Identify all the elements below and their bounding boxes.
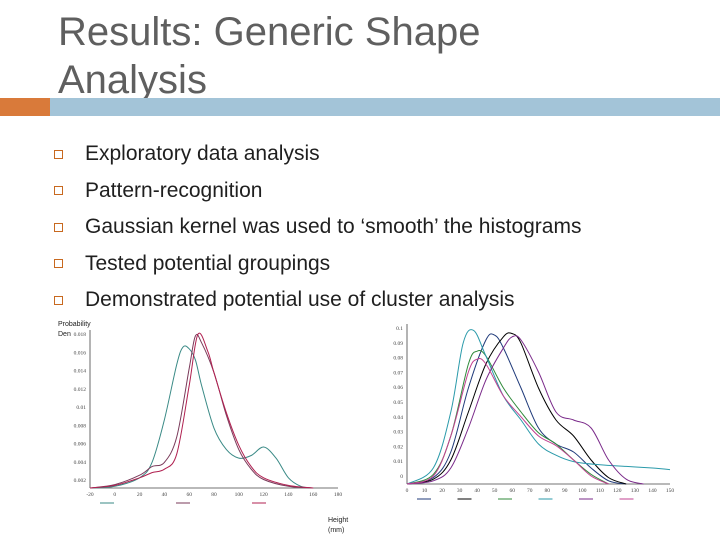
y-tick-label: 0 — [400, 474, 403, 480]
x-tick-label: 20 — [439, 488, 445, 494]
x-axis-label: Height (mm) — [328, 516, 348, 536]
x-tick-label: 140 — [648, 488, 657, 494]
y-tick-label: 0.01 — [393, 459, 403, 465]
y-tick-label: 0.004 — [74, 460, 87, 466]
x-tick-label: 110 — [596, 488, 604, 494]
x-tick-label: 130 — [631, 488, 640, 494]
bullet-item: Pattern-recognition — [50, 173, 581, 210]
bullet-text: Demonstrated potential use of cluster an… — [85, 288, 515, 312]
bullet-square-icon — [54, 259, 63, 269]
density-curve-1 — [406, 333, 627, 485]
bullet-item: Exploratory data analysis — [50, 136, 581, 173]
title-accent-bar-orange — [0, 98, 50, 116]
y-tick-label: 0.008 — [74, 423, 87, 429]
bullet-text: Tested potential groupings — [85, 251, 331, 275]
y-axis-label-line-1: Probability — [58, 321, 91, 328]
x-tick-label: 160 — [309, 492, 318, 498]
y-tick-label: 0.016 — [74, 350, 87, 356]
x-tick-label: -20 — [86, 492, 94, 498]
x-tick-label: 20 — [137, 492, 143, 498]
x-tick-label: 60 — [186, 492, 192, 498]
density-curve-2 — [89, 333, 314, 489]
y-tick-label: 0.09 — [393, 341, 403, 347]
x-tick-label: 140 — [284, 492, 293, 498]
bullet-item: Demonstrated potential use of cluster an… — [50, 282, 581, 319]
y-tick-label: 0.018 — [74, 332, 87, 338]
x-tick-label: 150 — [666, 488, 675, 494]
x-tick-label: 100 — [578, 488, 587, 494]
y-tick-label: 0.014 — [74, 369, 87, 375]
x-tick-label: 0 — [113, 492, 116, 498]
x-axis-label-line-2: (mm) — [328, 527, 345, 534]
density-curve-2 — [406, 332, 627, 485]
bullet-item: Tested potential groupings — [50, 246, 581, 283]
y-axis-label: Probability Den — [58, 320, 91, 340]
y-tick-label: 0.03 — [393, 430, 403, 436]
bullet-item: Gaussian kernel was used to ‘smooth’ the… — [50, 209, 581, 246]
density-plot-right: 0.1 0.09 0.08 0.07 0.06 0.05 0.04 0.03 0.02 0.01 0… — [393, 324, 675, 500]
x-tick-label: 80 — [545, 488, 551, 494]
x-tick-label: 90 — [562, 488, 568, 494]
y-tick-label: 0.05 — [393, 400, 403, 406]
density-curve-5 — [406, 335, 644, 485]
x-tick-label: 120 — [613, 488, 622, 494]
density-curve-6 — [406, 358, 609, 485]
x-tick-label: 60 — [509, 488, 515, 494]
x-tick-label: 10 — [422, 488, 428, 494]
x-tick-label: 30 — [457, 488, 463, 494]
bullet-text: Gaussian kernel was used to ‘smooth’ the… — [85, 215, 582, 239]
bullet-text: Exploratory data analysis — [85, 142, 320, 166]
x-tick-label: 120 — [259, 492, 268, 498]
y-tick-label: 0.08 — [393, 356, 403, 362]
y-tick-label: 0.1 — [396, 326, 403, 332]
x-tick-label: 0 — [406, 488, 409, 494]
y-tick-label: 0.012 — [74, 387, 87, 393]
bullet-list: Exploratory data analysis Pattern-recogn… — [50, 136, 581, 319]
bullet-square-icon — [54, 295, 63, 305]
bullet-text: Pattern-recognition — [85, 178, 263, 202]
title-accent-bar-blue — [50, 98, 720, 116]
y-tick-label: 0.002 — [74, 478, 87, 484]
y-tick-label: 0.04 — [393, 415, 403, 421]
x-tick-label: 40 — [474, 488, 480, 494]
y-axis-label-line-2: Den — [58, 331, 71, 338]
x-axis-label-line-1: Height — [328, 517, 349, 524]
x-tick-label: 100 — [235, 492, 244, 498]
y-tick-label: 0.01 — [76, 405, 86, 411]
y-tick-label: 0.006 — [74, 442, 87, 448]
y-tick-label: 0.02 — [393, 444, 403, 450]
title-line-2: Analysis — [58, 58, 207, 102]
x-tick-label: 70 — [527, 488, 533, 494]
density-curve-3 — [89, 332, 314, 489]
y-tick-label: 0.07 — [393, 370, 403, 376]
density-curve-1 — [89, 345, 314, 489]
x-tick-label: 180 — [334, 492, 343, 498]
bullet-square-icon — [54, 149, 63, 159]
y-tick-label: 0.06 — [393, 385, 403, 391]
slide-title: Results: Generic Shape Analysis — [58, 8, 698, 104]
density-curve-4 — [406, 329, 671, 485]
bullet-square-icon — [54, 222, 63, 232]
title-line-1: Results: Generic Shape — [58, 10, 481, 54]
x-tick-label: 50 — [492, 488, 498, 494]
density-plot-left: 0.018 0.016 0.014 0.012 0.01 0.008 0.006 0.004 0… — [74, 330, 343, 504]
x-tick-label: 40 — [162, 492, 168, 498]
bullet-square-icon — [54, 186, 63, 196]
x-tick-label: 80 — [211, 492, 217, 498]
